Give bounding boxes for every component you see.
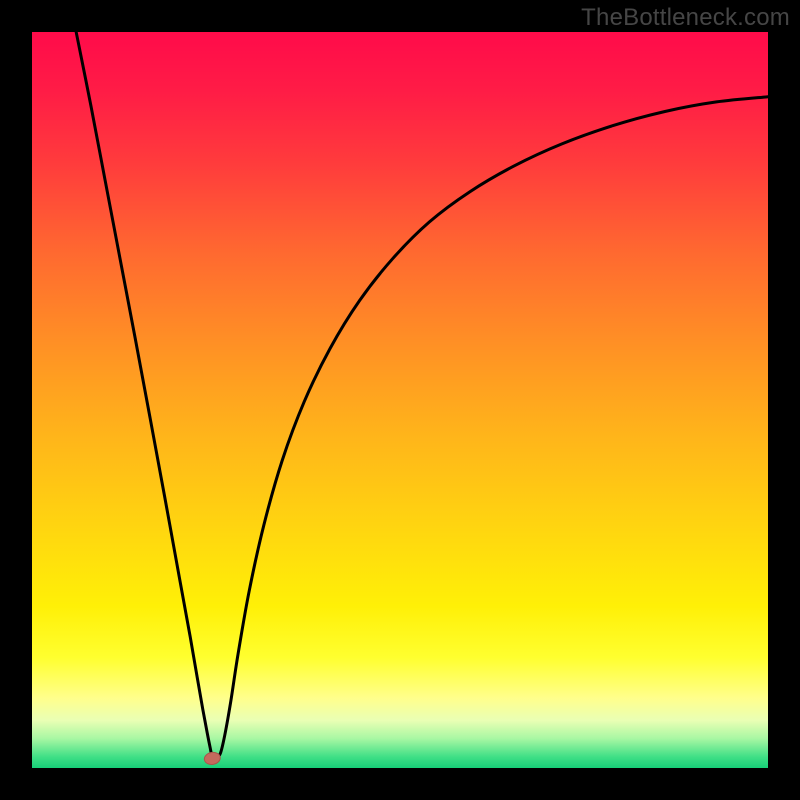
chart-container: TheBottleneck.com bbox=[0, 0, 800, 800]
bottleneck-chart bbox=[0, 0, 800, 800]
plot-background-gradient bbox=[32, 32, 768, 768]
